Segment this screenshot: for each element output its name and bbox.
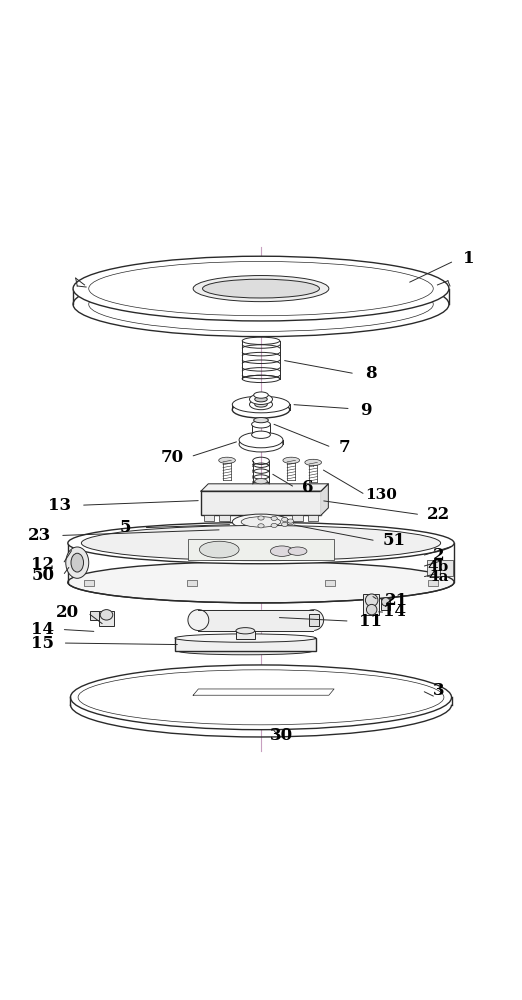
Ellipse shape (283, 457, 300, 463)
Ellipse shape (255, 397, 267, 402)
Ellipse shape (193, 276, 329, 302)
Ellipse shape (250, 399, 272, 410)
Ellipse shape (241, 522, 281, 532)
Text: 4a: 4a (428, 570, 449, 584)
Bar (84, 580, 94, 586)
Text: 1: 1 (463, 250, 474, 267)
Bar (309, 614, 319, 626)
Ellipse shape (288, 519, 294, 523)
Ellipse shape (281, 522, 288, 526)
Ellipse shape (73, 272, 449, 337)
Text: 3: 3 (433, 682, 444, 699)
Ellipse shape (232, 514, 290, 530)
Bar (440, 560, 453, 576)
Polygon shape (201, 484, 328, 491)
Bar (188, 539, 334, 560)
Ellipse shape (365, 594, 378, 606)
Text: 5: 5 (120, 519, 131, 536)
Ellipse shape (252, 431, 270, 438)
Bar (325, 580, 336, 586)
Text: 8: 8 (365, 365, 376, 382)
Ellipse shape (258, 524, 264, 528)
Ellipse shape (70, 665, 452, 730)
Text: 51: 51 (383, 532, 406, 549)
Ellipse shape (100, 610, 113, 620)
Polygon shape (321, 484, 328, 515)
Ellipse shape (271, 516, 277, 520)
Ellipse shape (252, 421, 270, 428)
Ellipse shape (382, 598, 390, 606)
Text: 11: 11 (359, 613, 382, 630)
Text: 15: 15 (31, 635, 54, 652)
Ellipse shape (175, 634, 316, 642)
Bar (219, 515, 230, 521)
Ellipse shape (232, 519, 290, 535)
Bar (204, 515, 214, 521)
Text: 6: 6 (302, 479, 314, 496)
Ellipse shape (239, 432, 283, 448)
Ellipse shape (179, 647, 312, 655)
Ellipse shape (255, 479, 267, 484)
Text: 22: 22 (427, 506, 450, 523)
Text: 50: 50 (31, 567, 54, 584)
Text: 21: 21 (385, 592, 408, 609)
Bar (186, 580, 197, 586)
Text: 12: 12 (31, 556, 54, 573)
Text: 20: 20 (56, 604, 79, 621)
Ellipse shape (232, 396, 290, 413)
Ellipse shape (241, 517, 281, 527)
Bar (363, 594, 379, 615)
Ellipse shape (66, 547, 89, 578)
Ellipse shape (281, 517, 288, 522)
Text: 9: 9 (360, 402, 371, 419)
Ellipse shape (68, 562, 454, 603)
Text: 130: 130 (365, 488, 397, 502)
Ellipse shape (219, 457, 235, 463)
Text: 14: 14 (31, 621, 54, 638)
Ellipse shape (303, 610, 324, 631)
Text: 70: 70 (161, 449, 184, 466)
Bar (428, 580, 438, 586)
Ellipse shape (254, 418, 268, 423)
Ellipse shape (258, 516, 264, 520)
Ellipse shape (236, 628, 255, 634)
Ellipse shape (366, 604, 377, 615)
Ellipse shape (199, 541, 239, 558)
Bar (201, 491, 321, 515)
Text: 2: 2 (433, 547, 444, 564)
Bar (90, 611, 99, 620)
Ellipse shape (288, 547, 307, 555)
Ellipse shape (250, 394, 272, 404)
Bar (427, 560, 440, 576)
Bar (99, 611, 114, 626)
Text: 14: 14 (383, 603, 406, 620)
Bar (175, 638, 316, 651)
Text: 4b: 4b (428, 560, 449, 574)
Ellipse shape (254, 392, 268, 398)
Text: 13: 13 (49, 497, 72, 514)
Ellipse shape (68, 522, 454, 564)
Bar (381, 598, 390, 610)
Text: 23: 23 (28, 527, 51, 544)
Bar (236, 631, 255, 639)
Ellipse shape (305, 459, 322, 466)
Ellipse shape (203, 279, 319, 298)
Ellipse shape (81, 525, 441, 561)
Ellipse shape (270, 546, 293, 556)
Ellipse shape (73, 256, 449, 321)
Ellipse shape (271, 523, 277, 528)
Text: 30: 30 (270, 727, 293, 744)
Bar (308, 515, 318, 521)
Bar (292, 515, 303, 521)
Ellipse shape (232, 401, 290, 418)
Text: 7: 7 (339, 439, 350, 456)
Ellipse shape (188, 610, 209, 631)
Ellipse shape (71, 553, 84, 572)
Bar (241, 522, 281, 532)
Ellipse shape (288, 521, 294, 525)
Ellipse shape (255, 402, 267, 407)
Ellipse shape (239, 436, 283, 452)
